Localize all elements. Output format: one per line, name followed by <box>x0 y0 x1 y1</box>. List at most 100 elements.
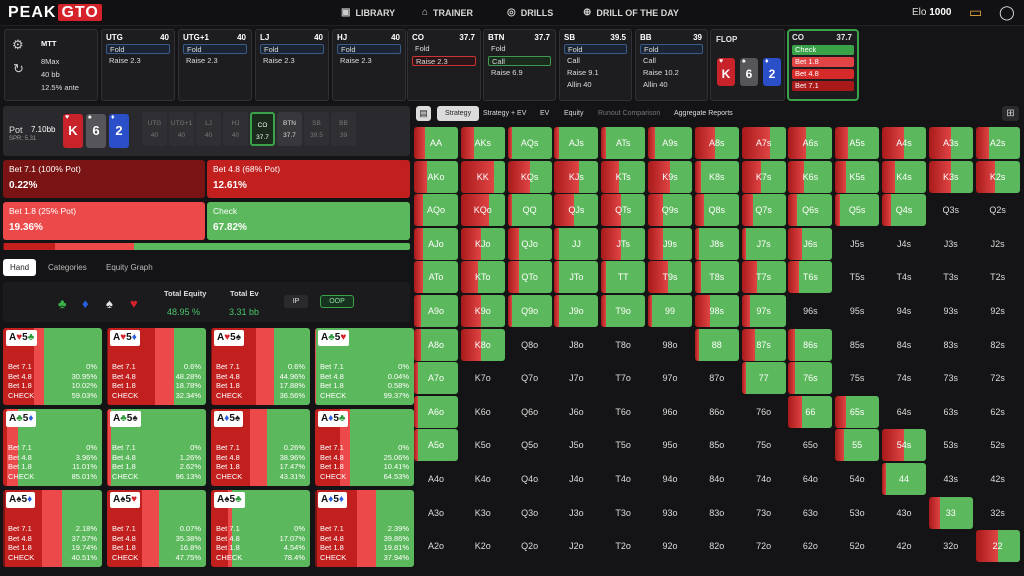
range-cell-75o[interactable]: 75o <box>742 429 786 461</box>
range-cell-62o[interactable]: 62o <box>788 530 832 562</box>
range-cell-AA[interactable]: AA <box>414 127 458 159</box>
seat-btn[interactable]: BTN 37.7 <box>277 112 302 146</box>
strategy-tab-equity[interactable]: Equity <box>564 110 584 117</box>
range-cell-Q7s[interactable]: Q7s <box>741 194 786 227</box>
range-cell-86o[interactable]: 86o <box>695 396 739 428</box>
bet-option-2[interactable]: Bet 1.8 (25% Pot) 19.36% <box>3 202 205 240</box>
range-cell-Q6o[interactable]: Q6o <box>508 396 552 428</box>
range-cell-K3o[interactable]: K3o <box>461 497 505 529</box>
range-cell-32s[interactable]: 32s <box>976 497 1020 529</box>
action-option[interactable]: Fold <box>260 44 324 54</box>
nav-drills[interactable]: ◎ DRILLS <box>507 7 553 18</box>
range-cell-Q6s[interactable]: Q6s <box>788 194 833 227</box>
strategy-tab-strategy[interactable]: Strategy <box>437 106 480 121</box>
range-cell-65s[interactable]: 65s <box>835 395 880 428</box>
range-cell-A5s[interactable]: A5s <box>835 127 880 159</box>
seat-sb[interactable]: SB 39.5 <box>304 112 329 146</box>
range-cell-T7s[interactable]: T7s <box>741 261 786 294</box>
action-card-utg-plus-1[interactable]: UTG+1 40 Fold Raise 2.3 <box>178 29 252 101</box>
range-cell-ATs[interactable]: ATs <box>601 127 646 159</box>
range-cell-K4o[interactable]: K4o <box>461 463 505 495</box>
range-cell-K3s[interactable]: K3s <box>928 160 973 193</box>
user-profile-icon[interactable]: ◯ <box>999 4 1015 20</box>
range-cell-63s[interactable]: 63s <box>929 396 973 428</box>
range-cell-52o[interactable]: 52o <box>835 530 879 562</box>
oop-toggle[interactable]: OOP <box>320 295 354 308</box>
range-cell-Q9o[interactable]: Q9o <box>507 295 552 327</box>
range-cell-T6s[interactable]: T6s <box>788 261 833 294</box>
range-cell-T5o[interactable]: T5o <box>601 429 645 461</box>
range-cell-J5o[interactable]: J5o <box>554 429 598 461</box>
seat-utg[interactable]: UTG 40 <box>142 112 167 146</box>
range-cell-87o[interactable]: 87o <box>695 362 739 394</box>
tab-equity-graph[interactable]: Equity Graph <box>106 263 153 272</box>
action-option[interactable]: Call <box>488 56 551 66</box>
tab-hand[interactable]: Hand <box>3 259 37 276</box>
gear-icon[interactable]: ⚙ <box>12 37 24 52</box>
seat-bb[interactable]: BB 39 <box>331 112 356 146</box>
range-cell-94s[interactable]: 94s <box>882 295 926 327</box>
range-cell-53o[interactable]: 53o <box>835 497 879 529</box>
range-cell-QJo[interactable]: QJo <box>507 227 552 260</box>
range-cell-J4s[interactable]: J4s <box>882 228 926 260</box>
range-cell-A4s[interactable]: A4s <box>882 127 926 159</box>
range-cell-83o[interactable]: 83o <box>695 497 739 529</box>
action-option[interactable]: Allin 40 <box>643 80 668 89</box>
action-card-btn[interactable]: BTN 37.7 Fold Call Raise 6.9 <box>483 29 556 101</box>
seat-lj[interactable]: LJ 40 <box>196 112 221 146</box>
strategy-tab-strategy-ev[interactable]: Strategy + EV <box>483 110 527 117</box>
range-cell-74s[interactable]: 74s <box>882 362 926 394</box>
combo-card[interactable]: A♥5♦ Bet 7.1 0.6% Bet 4.8 48.28% Bet 1.8 18.78… <box>107 328 206 405</box>
suit-filter-icon[interactable]: ♣ <box>58 296 67 311</box>
range-cell-86s[interactable]: 86s <box>788 328 833 361</box>
range-cell-K2o[interactable]: K2o <box>461 530 505 562</box>
range-cell-Q5o[interactable]: Q5o <box>508 429 552 461</box>
range-cell-Q8s[interactable]: Q8s <box>694 194 739 227</box>
action-card-utg[interactable]: UTG 40 Fold Raise 2.3 <box>101 29 175 101</box>
range-cell-42o[interactable]: 42o <box>882 530 926 562</box>
range-cell-A6o[interactable]: A6o <box>414 395 458 428</box>
range-cell-T9o[interactable]: T9o <box>601 295 646 327</box>
action-option[interactable]: Raise 2.3 <box>109 56 141 65</box>
combo-card[interactable]: A♥5♠ Bet 7.1 0.6% Bet 4.8 44.96% Bet 1.8 17.88… <box>211 328 310 405</box>
range-cell-K7o[interactable]: K7o <box>461 362 505 394</box>
seat-co[interactable]: CO 37.7 <box>250 112 275 146</box>
strategy-tab-runout-comparison[interactable]: Runout Comparison <box>598 110 661 117</box>
range-cell-T3s[interactable]: T3s <box>929 261 973 293</box>
action-option[interactable]: Raise 10.2 <box>643 68 679 77</box>
range-cell-J6o[interactable]: J6o <box>554 396 598 428</box>
range-cell-J2o[interactable]: J2o <box>554 530 598 562</box>
peakgto-logo[interactable]: PEAK GTO <box>8 4 102 22</box>
refresh-icon[interactable]: ↻ <box>13 61 24 76</box>
range-cell-A3s[interactable]: A3s <box>928 127 973 159</box>
ip-toggle[interactable]: IP <box>284 295 308 308</box>
range-cell-K6o[interactable]: K6o <box>461 396 505 428</box>
flop-board-card[interactable]: FLOP ♥ K ♠ 6 ♦ 2 <box>710 29 785 101</box>
range-cell-K8s[interactable]: K8s <box>694 160 739 193</box>
range-cell-K9o[interactable]: K9o <box>460 295 505 327</box>
action-card-co[interactable]: CO 37.7 Fold Raise 2.3 <box>407 29 481 101</box>
range-cell-96s[interactable]: 96s <box>788 295 832 327</box>
range-cell-82o[interactable]: 82o <box>695 530 739 562</box>
range-cell-82s[interactable]: 82s <box>976 329 1020 361</box>
range-cell-AKo[interactable]: AKo <box>414 160 458 193</box>
action-option[interactable]: Call <box>567 56 580 65</box>
action-option[interactable]: Fold <box>640 44 703 54</box>
seat-utg-plus-1[interactable]: UTG+1 40 <box>169 112 194 146</box>
range-cell-A8s[interactable]: A8s <box>694 127 739 159</box>
range-cell-64o[interactable]: 64o <box>788 463 832 495</box>
combo-card[interactable]: A♣5♠ Bet 7.1 0% Bet 4.8 1.26% Bet 1.8 2.62% CHE… <box>107 409 206 486</box>
range-cell-J3o[interactable]: J3o <box>554 497 598 529</box>
range-cell-33[interactable]: 33 <box>928 496 973 529</box>
action-option[interactable]: Raise 9.1 <box>567 68 599 77</box>
range-cell-53s[interactable]: 53s <box>929 429 973 461</box>
combo-card[interactable]: A♣5♦ Bet 7.1 0% Bet 4.8 3.96% Bet 1.8 11.01% CH… <box>3 409 102 486</box>
range-cell-K5s[interactable]: K5s <box>835 160 880 193</box>
range-cell-44[interactable]: 44 <box>882 463 926 495</box>
range-cell-AQo[interactable]: AQo <box>414 194 458 227</box>
combo-card[interactable]: A♠5♣ Bet 7.1 0% Bet 4.8 17.07% Bet 1.8 4.54% CH… <box>211 490 310 567</box>
range-cell-43o[interactable]: 43o <box>882 497 926 529</box>
range-cell-J6s[interactable]: J6s <box>788 227 833 260</box>
range-cell-KK[interactable]: KK <box>460 160 505 193</box>
suit-filter-icon[interactable]: ♦ <box>82 296 89 311</box>
